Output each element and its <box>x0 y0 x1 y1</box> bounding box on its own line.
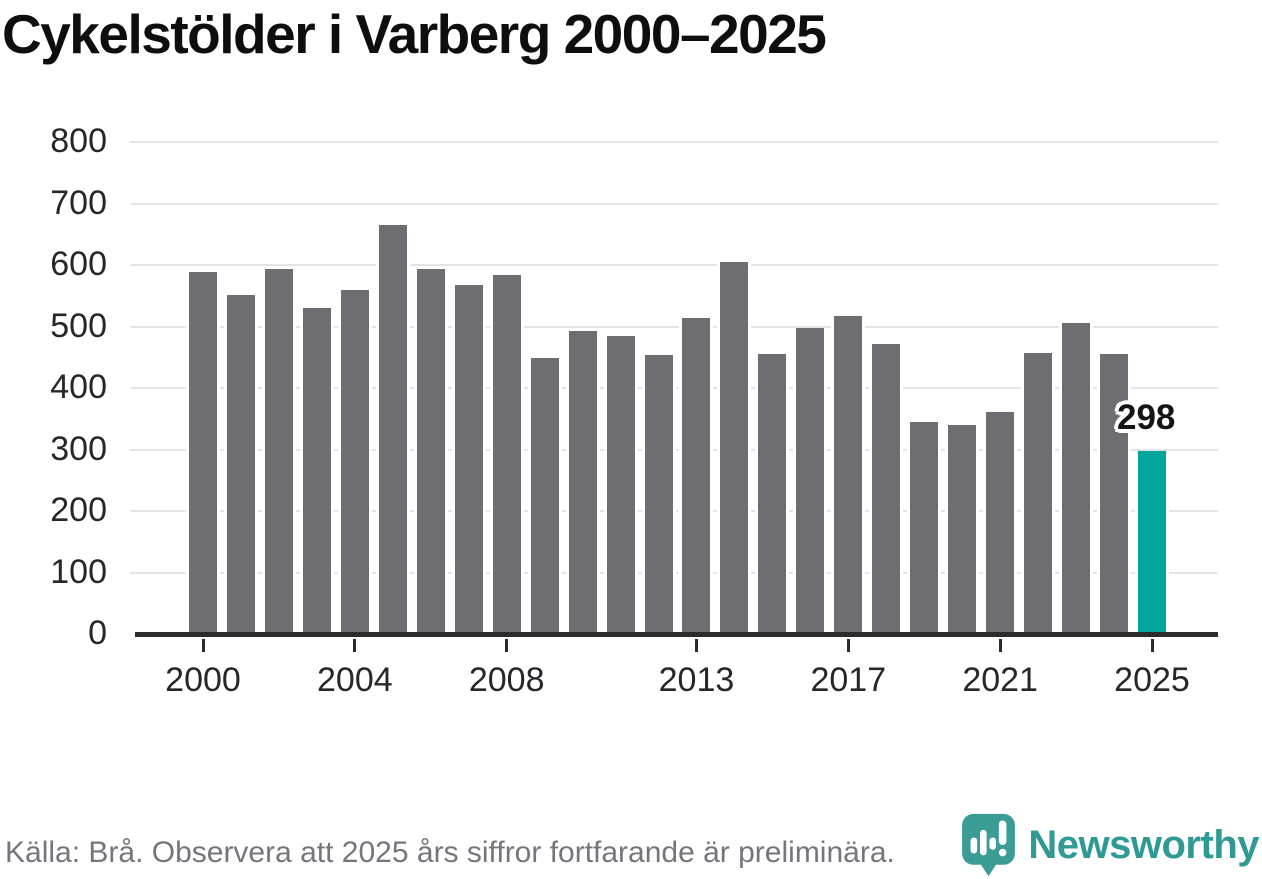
y-tick-label-300: 300 <box>50 429 107 468</box>
y-tick-label-700: 700 <box>50 183 107 222</box>
y-tick-label-100: 100 <box>50 552 107 591</box>
x-tick-label-2008: 2008 <box>468 661 545 699</box>
gridline-800 <box>130 141 1218 143</box>
bar-2017 <box>831 316 866 634</box>
y-tick-label-400: 400 <box>50 368 107 406</box>
x-tick-2025 <box>1150 639 1154 652</box>
bar-2013 <box>679 317 714 634</box>
y-tick-label-200: 200 <box>50 491 107 529</box>
x-tick-label-2017: 2017 <box>810 661 887 699</box>
bar-2019 <box>907 421 942 634</box>
y-tick-label-500: 500 <box>50 306 107 345</box>
bar-2021 <box>983 412 1018 634</box>
x-tick-label-2004: 2004 <box>317 661 393 699</box>
bar-2023 <box>1059 322 1094 634</box>
bar-2015 <box>755 354 790 634</box>
bar-2005 <box>375 225 410 634</box>
bar-2006 <box>413 269 448 634</box>
gridline-500 <box>130 325 1218 328</box>
bar-2003 <box>299 308 334 634</box>
y-tick-label-0: 0 <box>88 614 107 652</box>
bar-2000 <box>186 272 220 634</box>
bar-2025 <box>1135 450 1169 634</box>
x-tick-label-2000: 2000 <box>165 661 241 699</box>
data-label-298: 298 <box>1117 398 1176 437</box>
plot-area: 2000 2004 2008 2013 2017 2021 2025 <box>130 141 1218 699</box>
x-axis-line <box>135 632 1218 637</box>
x-tick-2013 <box>694 639 698 652</box>
x-tick-label-2021: 2021 <box>962 661 1038 699</box>
x-tick-2017 <box>846 639 850 652</box>
newsworthy-chart-bubble-icon <box>960 812 1017 878</box>
source-note: Källa: Brå. Observera att 2025 års siffr… <box>5 836 895 869</box>
bar-2012 <box>641 355 676 634</box>
x-tick-2000 <box>201 639 205 652</box>
x-tick-label-2013: 2013 <box>658 661 735 699</box>
y-tick-label-600: 600 <box>50 245 107 283</box>
gridline-600 <box>130 264 1218 266</box>
x-tick-label-2025: 2025 <box>1114 661 1190 699</box>
bar-2007 <box>451 285 486 634</box>
chart-title: Cykelstölder i Varberg 2000–2025 <box>2 3 827 65</box>
newsworthy-logo: Newsworthy <box>960 812 1259 878</box>
bar-2010 <box>565 331 600 634</box>
bar-2022 <box>1021 352 1056 634</box>
bar-2004 <box>337 289 372 634</box>
bar-2016 <box>793 328 828 634</box>
bar-2011 <box>603 335 638 634</box>
bar-2020 <box>945 424 980 634</box>
bar-2002 <box>261 268 296 634</box>
bar-2001 <box>223 294 258 634</box>
x-tick-2008 <box>505 639 509 652</box>
bar-2018 <box>869 344 904 634</box>
newsworthy-wordmark: Newsworthy <box>1028 822 1259 867</box>
bar-2009 <box>527 358 562 634</box>
y-tick-label-800: 800 <box>50 122 107 160</box>
x-tick-2004 <box>353 639 357 652</box>
bar-2014 <box>717 261 752 634</box>
x-tick-2021 <box>998 639 1002 652</box>
bar-2008 <box>489 275 524 634</box>
gridline-700 <box>130 202 1218 205</box>
bar-2024 <box>1097 354 1132 634</box>
